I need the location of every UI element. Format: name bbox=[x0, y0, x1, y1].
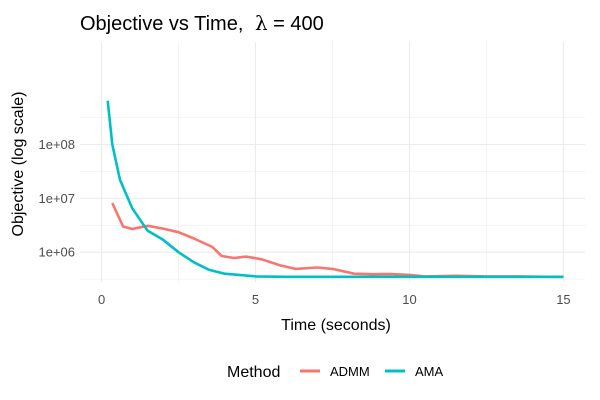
chart-title-rest: = 400 bbox=[268, 13, 324, 35]
y-tick-label: 1e+08 bbox=[38, 137, 75, 152]
chart-title: Objective vs Time, λ = 400 bbox=[80, 11, 324, 35]
x-tick-label: 0 bbox=[98, 292, 105, 307]
grid bbox=[80, 42, 585, 282]
x-axis-title: Time (seconds) bbox=[281, 317, 391, 334]
legend: Method ADMM AMA bbox=[227, 364, 444, 381]
legend-label-ama: AMA bbox=[415, 364, 444, 379]
y-tick-label: 1e+06 bbox=[38, 245, 75, 260]
y-tick-label: 1e+07 bbox=[38, 191, 75, 206]
y-axis-title: Objective (log scale) bbox=[10, 92, 27, 237]
series-line-ama bbox=[106, 100, 564, 279]
chart-title-main: Objective vs Time, bbox=[80, 13, 249, 35]
x-tick-label: 15 bbox=[556, 292, 570, 307]
y-tick-labels: 1e+06 1e+07 1e+08 bbox=[38, 137, 75, 260]
x-tick-label: 5 bbox=[252, 292, 259, 307]
chart-title-lambda: λ bbox=[255, 11, 268, 35]
x-tick-label: 10 bbox=[402, 292, 416, 307]
legend-title: Method bbox=[227, 364, 280, 381]
legend-label-admm: ADMM bbox=[330, 364, 370, 379]
series-line-admm bbox=[111, 202, 564, 279]
series-layer bbox=[106, 100, 564, 279]
x-tick-labels: 0 5 10 15 bbox=[98, 292, 571, 307]
